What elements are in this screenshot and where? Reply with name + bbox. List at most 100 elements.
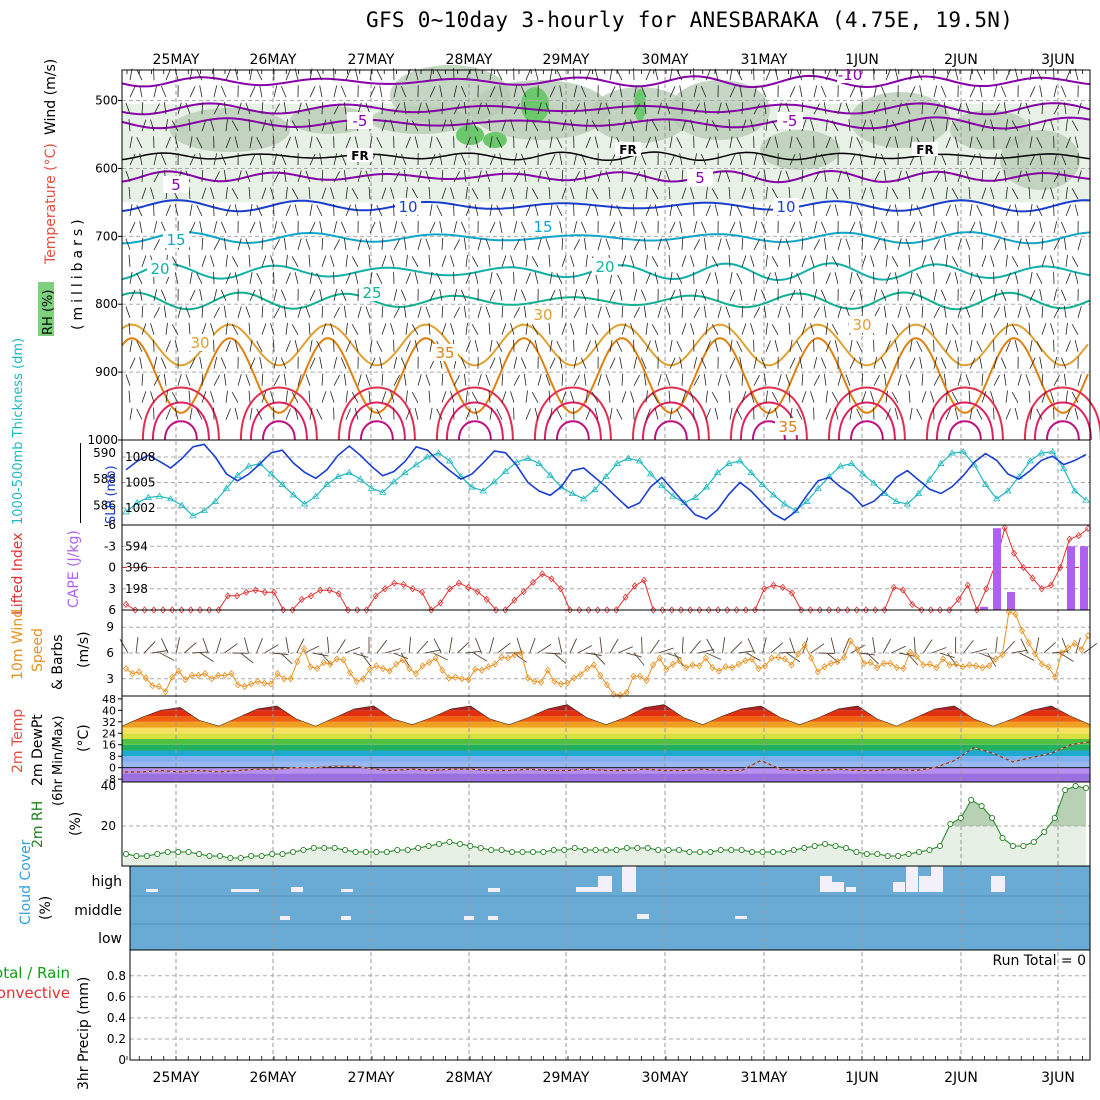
- wind-barb: [570, 187, 575, 200]
- rh-line-marker: [1009, 842, 1017, 850]
- lifted-index-line-marker: [1075, 532, 1082, 540]
- wind-barb: [753, 356, 758, 369]
- wind-barb: [729, 271, 733, 284]
- wind-speed-line-marker: [234, 681, 242, 689]
- wind-speed-line-marker: [459, 675, 466, 683]
- wind-barb: [499, 85, 503, 98]
- wind-barb: [428, 186, 431, 200]
- wind-barb: [393, 307, 400, 318]
- wind-barb: [381, 119, 387, 132]
- wind-barb: [1005, 136, 1011, 149]
- wind-barb: [834, 407, 839, 420]
- wind-barb: [439, 85, 443, 98]
- thickness-line-marker: [702, 483, 711, 490]
- cape-bar: [980, 606, 988, 610]
- wind-barb: [369, 136, 373, 149]
- thickness-line-marker: [613, 459, 621, 466]
- wind-barb: [199, 85, 203, 98]
- wind-barb: [261, 305, 264, 318]
- temp2m-unit-label: (°C): [76, 724, 92, 752]
- isotherm-label-bg: [777, 112, 803, 129]
- wind-barb: [513, 221, 518, 234]
- wind-barb: [837, 102, 842, 115]
- lifted-index-line-marker: [927, 606, 934, 614]
- wind-barb: [165, 204, 171, 217]
- isotherm-dome: [445, 401, 504, 441]
- wind-barb: [908, 186, 911, 200]
- thickness-line-marker: [446, 457, 454, 464]
- wind-barb: [174, 272, 179, 284]
- wind-barb: [463, 170, 467, 183]
- axis-tick-label: 594: [125, 539, 148, 553]
- rh-line-marker: [310, 844, 317, 852]
- wind-barb: [513, 289, 518, 301]
- wind-barb: [369, 221, 376, 234]
- wind-barb: [561, 305, 564, 318]
- wind-barb: [690, 640, 701, 654]
- thickness-line-marker: [189, 512, 197, 519]
- wind-barb: [196, 137, 203, 149]
- wind-barb: [231, 120, 239, 132]
- wind-barb: [463, 373, 467, 386]
- axis-tick-label: 1000: [87, 433, 118, 447]
- wind-speed-line-marker: [155, 682, 162, 691]
- wind-speed-line-marker: [557, 680, 564, 688]
- wind-barb: [919, 356, 923, 369]
- wind-barb: [1074, 204, 1079, 217]
- wind-barb: [861, 187, 867, 200]
- wind-barb: [951, 324, 959, 335]
- wind-barb: [513, 85, 518, 98]
- thickness-line-marker: [836, 462, 845, 469]
- wind-barb: [621, 255, 627, 268]
- isotherm-label-bg: [163, 176, 189, 193]
- wind-barb: [225, 119, 228, 132]
- thickness-line: [125, 451, 1087, 517]
- wind-barb: [343, 373, 347, 386]
- wind-barb: [820, 357, 827, 369]
- wind-barb: [160, 85, 167, 98]
- wind-barb: [921, 373, 924, 386]
- wind-barb: [234, 407, 239, 420]
- wind-barb: [597, 238, 602, 251]
- wind-barb: [823, 305, 827, 318]
- wind-barb: [213, 171, 220, 183]
- wind-barb: [609, 86, 616, 98]
- wind-barb: [213, 103, 220, 115]
- wind-barb: [1036, 69, 1043, 81]
- wind-barb: [1029, 407, 1033, 420]
- wind-barb: [188, 322, 191, 335]
- cloud-block: [576, 887, 598, 892]
- wind-barb: [393, 289, 398, 301]
- isotherm-label-bg: [530, 306, 556, 323]
- wind-barb: [763, 237, 767, 250]
- wind-barb: [705, 204, 711, 217]
- isotherm-minus10: [121, 74, 1091, 89]
- wind-barb: [693, 153, 698, 166]
- wind-barb: [813, 221, 818, 234]
- wind-barb: [354, 272, 359, 284]
- wind-barb: [976, 69, 983, 81]
- wind-barb: [135, 637, 139, 654]
- wind-barb: [1043, 641, 1057, 654]
- wind-barb: [549, 136, 553, 149]
- wind-barb: [201, 255, 207, 268]
- wind-barb: [1005, 254, 1008, 267]
- wind-barb: [489, 136, 493, 149]
- wind-barb: [831, 188, 839, 200]
- wind-barb: [643, 170, 647, 183]
- wind-barb: [285, 272, 291, 285]
- wind-speed-line-marker: [907, 648, 914, 656]
- wind-barb: [873, 153, 878, 166]
- isotherm-dome: [947, 420, 982, 441]
- axis-tick-label: 0.6: [107, 990, 126, 1004]
- lifted-index-line-marker: [298, 595, 305, 603]
- wind-speed-line-marker: [478, 666, 485, 674]
- wind-barb: [261, 119, 267, 132]
- wind-barb: [976, 340, 983, 352]
- wind-barb: [165, 136, 171, 149]
- wind-barb: [788, 186, 791, 200]
- wind-barb: [548, 322, 551, 335]
- wind-barb: [640, 221, 647, 234]
- cloud-block: [919, 876, 931, 892]
- wind-barb: [365, 238, 371, 251]
